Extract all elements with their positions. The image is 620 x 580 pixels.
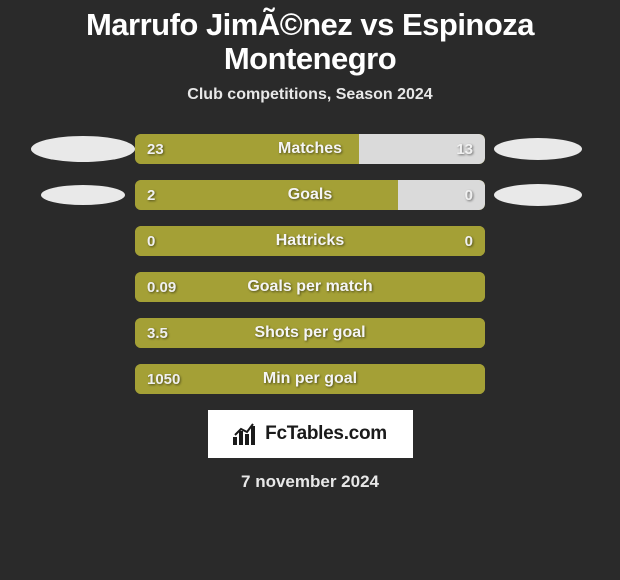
stat-label: Hattricks: [135, 232, 485, 250]
subtitle: Club competitions, Season 2024: [0, 86, 620, 104]
avatar-right-slot: [485, 138, 590, 160]
player-avatar-left: [31, 136, 135, 162]
stat-label: Shots per goal: [135, 324, 485, 342]
stat-bar: 1050Min per goal: [135, 364, 485, 394]
stat-label: Matches: [135, 140, 485, 158]
brand-bars-icon: [233, 423, 259, 445]
stat-value-right: 0: [465, 233, 473, 250]
stat-label: Min per goal: [135, 370, 485, 388]
stat-value-right: 0: [465, 187, 473, 204]
stat-bar: 0.09Goals per match: [135, 272, 485, 302]
stat-bar: 23Matches13: [135, 134, 485, 164]
avatar-right-slot: [485, 184, 590, 206]
stat-row: 0Hattricks0: [0, 226, 620, 256]
stat-row: 0.09Goals per match: [0, 272, 620, 302]
stat-bar: 2Goals0: [135, 180, 485, 210]
avatar-left-slot: [30, 185, 135, 205]
stats-rows: 23Matches132Goals00Hattricks00.09Goals p…: [0, 134, 620, 394]
stat-row: 23Matches13: [0, 134, 620, 164]
stat-label: Goals: [135, 186, 485, 204]
date-label: 7 november 2024: [0, 472, 620, 492]
player-avatar-right: [494, 184, 582, 206]
player-avatar-right: [494, 138, 582, 160]
stat-bar: 3.5Shots per goal: [135, 318, 485, 348]
stat-bar: 0Hattricks0: [135, 226, 485, 256]
comparison-card: Marrufo JimÃ©nez vs Espinoza Montenegro …: [0, 0, 620, 492]
player-avatar-left: [41, 185, 125, 205]
page-title: Marrufo JimÃ©nez vs Espinoza Montenegro: [0, 4, 620, 86]
brand-text: FcTables.com: [265, 423, 387, 445]
brand-badge[interactable]: FcTables.com: [208, 410, 413, 458]
stat-row: 1050Min per goal: [0, 364, 620, 394]
stat-row: 3.5Shots per goal: [0, 318, 620, 348]
stat-row: 2Goals0: [0, 180, 620, 210]
stat-label: Goals per match: [135, 278, 485, 296]
stat-value-right: 13: [456, 141, 473, 158]
avatar-left-slot: [30, 136, 135, 162]
